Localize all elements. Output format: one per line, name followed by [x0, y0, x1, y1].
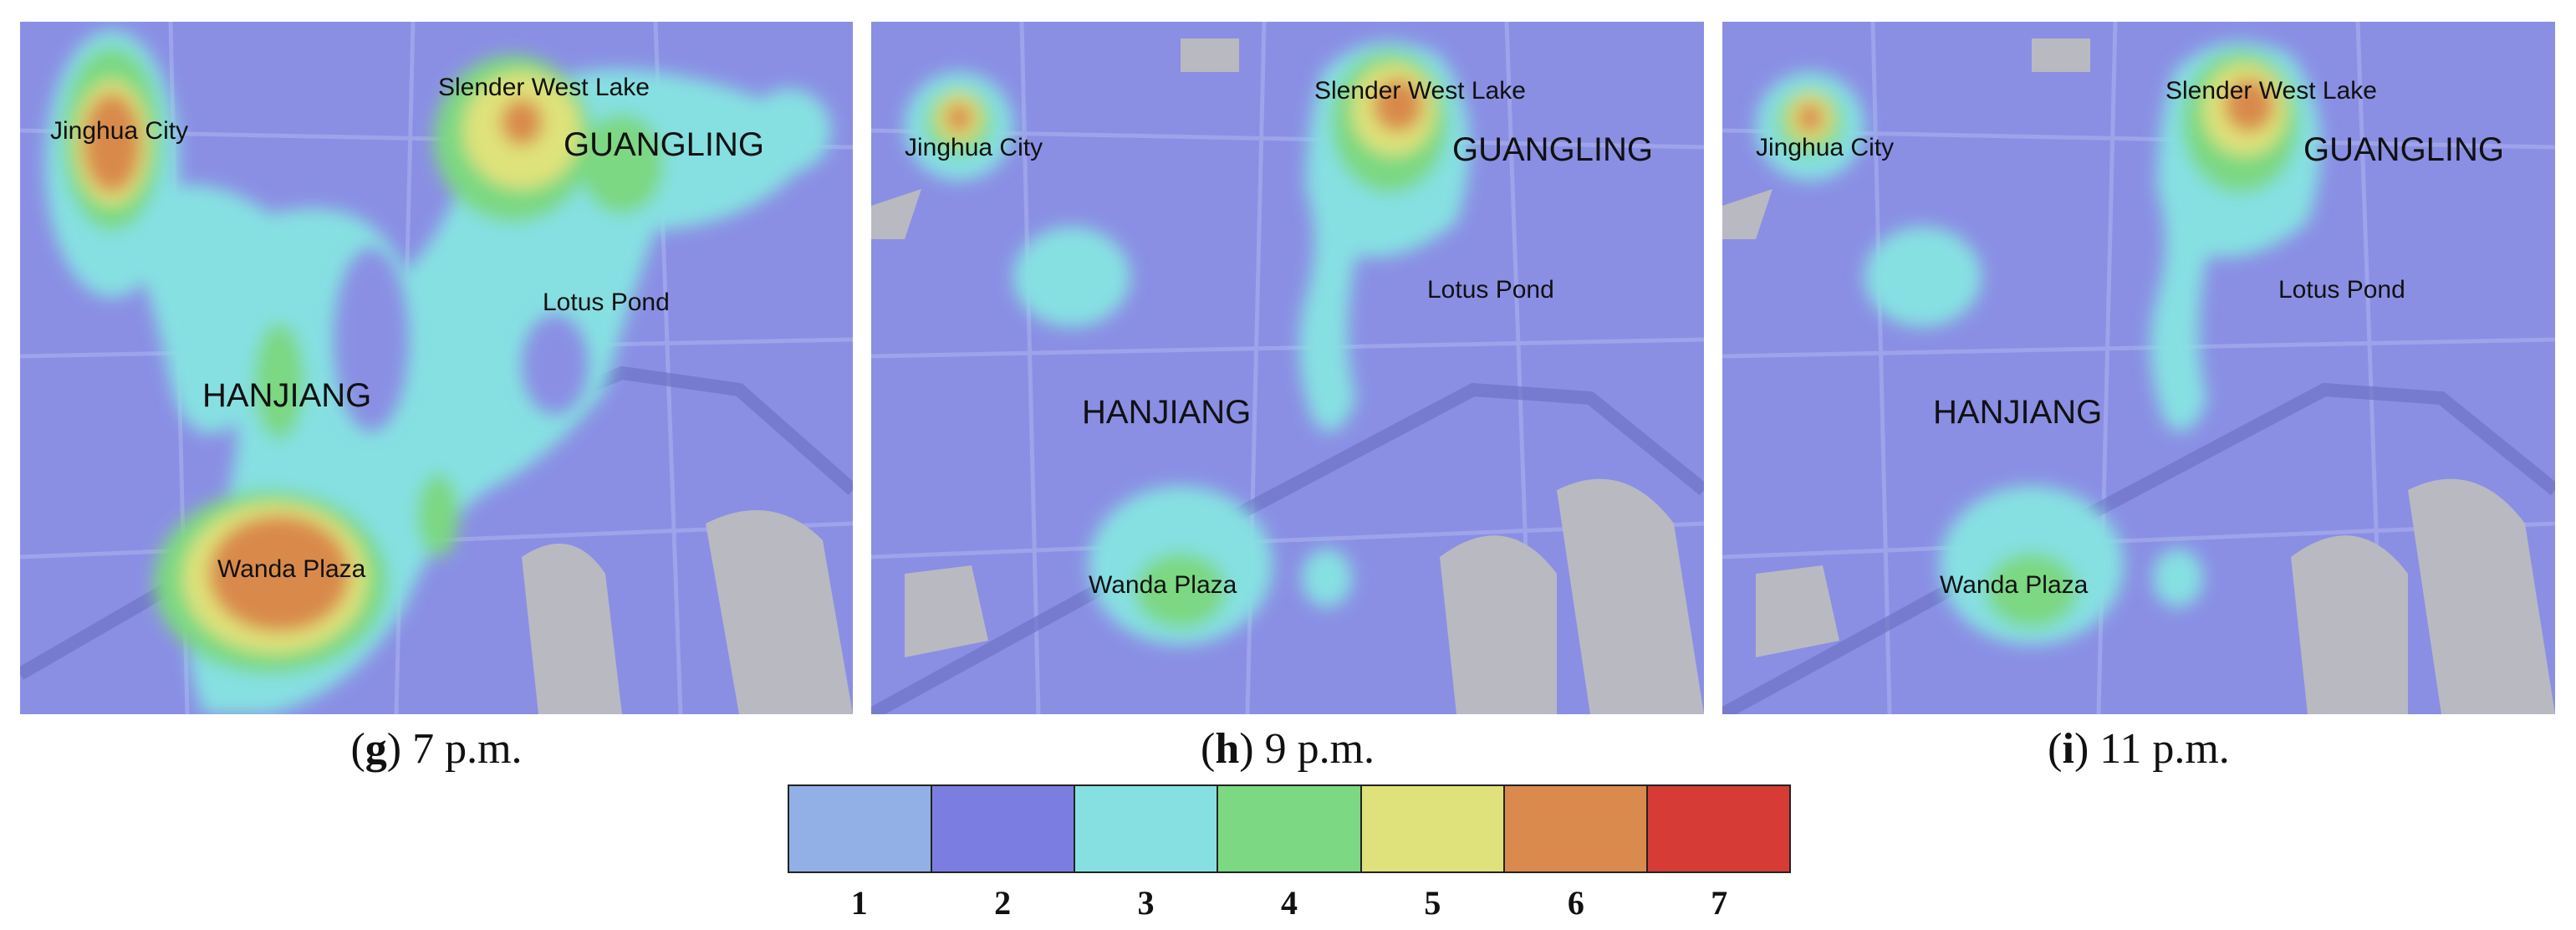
heat-zones — [905, 42, 1470, 645]
legend-tick-3: 3 — [1137, 884, 1155, 922]
label-hanjiang: HANJIANG — [202, 377, 371, 414]
label-jinghua-city: Jinghua City — [50, 117, 188, 145]
heat-gaps — [334, 248, 589, 432]
label-jinghua-city: Jinghua City — [905, 134, 1043, 161]
heatmap-panel-7pm: Jinghua City Slender West Lake GUANGLING… — [20, 22, 853, 714]
water-grey-areas — [1722, 38, 2555, 714]
legend-tick-6: 6 — [1567, 884, 1584, 922]
legend-swatch-2 — [932, 786, 1076, 871]
legend-swatch-7 — [1647, 786, 1789, 871]
caption-letter: g — [365, 725, 387, 773]
caption-letter: h — [1215, 725, 1240, 773]
legend-tick-7: 7 — [1711, 884, 1728, 922]
heat-zones — [1756, 42, 2321, 645]
legend-swatch-6 — [1504, 786, 1648, 871]
label-wanda-plaza: Wanda Plaza — [217, 555, 366, 583]
label-slender-west-lake: Slender West Lake — [2165, 77, 2377, 105]
caption-9pm: (h) 9 p.m. — [1200, 725, 1375, 773]
road-line — [871, 382, 1704, 714]
caption-time: 9 p.m. — [1264, 725, 1375, 773]
caption-11pm: (i) 11 p.m. — [2048, 725, 2230, 773]
label-guangling: GUANGLING — [564, 126, 764, 163]
legend-color-scale — [788, 784, 1791, 873]
legend-swatch-4 — [1218, 786, 1362, 871]
label-jinghua-city: Jinghua City — [1756, 134, 1894, 161]
label-slender-west-lake: Slender West Lake — [1314, 77, 1526, 105]
water-grey-areas — [871, 38, 1704, 714]
legend-tick-2: 2 — [994, 884, 1012, 922]
legend-tick-4: 4 — [1280, 884, 1298, 922]
legend-swatch-1 — [789, 786, 933, 871]
heatmap-map-9pm: Jinghua City Slender West Lake GUANGLING… — [871, 22, 1704, 714]
caption-time: 7 p.m. — [412, 725, 523, 773]
label-lotus-pond: Lotus Pond — [1427, 276, 1554, 304]
label-lotus-pond: Lotus Pond — [543, 289, 670, 316]
road-line — [1722, 382, 2555, 714]
legend-swatch-3 — [1075, 786, 1219, 871]
legend-tick-5: 5 — [1424, 884, 1441, 922]
label-hanjiang: HANJIANG — [1933, 394, 2102, 431]
legend-tick-labels: 1 2 3 4 5 6 7 — [788, 883, 1791, 922]
caption-letter: i — [2062, 725, 2074, 773]
label-hanjiang: HANJIANG — [1082, 394, 1251, 431]
heat-zones — [45, 30, 831, 714]
label-wanda-plaza: Wanda Plaza — [1089, 571, 1237, 599]
label-wanda-plaza: Wanda Plaza — [1940, 571, 2089, 599]
legend-swatch-5 — [1361, 786, 1505, 871]
heatmap-map-11pm: Jinghua City Slender West Lake GUANGLING… — [1722, 22, 2555, 714]
water-grey-areas — [522, 510, 853, 714]
caption-7pm: (g) 7 p.m. — [350, 725, 523, 773]
label-guangling: GUANGLING — [2303, 131, 2504, 168]
label-guangling: GUANGLING — [1452, 131, 1653, 168]
heatmap-panel-9pm: Jinghua City Slender West Lake GUANGLING… — [871, 22, 1704, 714]
legend-tick-1: 1 — [850, 884, 868, 922]
heatmap-panel-11pm: Jinghua City Slender West Lake GUANGLING… — [1722, 22, 2555, 714]
heatmap-map-7pm: Jinghua City Slender West Lake GUANGLING… — [20, 22, 853, 714]
label-slender-west-lake: Slender West Lake — [438, 74, 650, 101]
caption-time: 11 p.m. — [2099, 725, 2230, 773]
label-lotus-pond: Lotus Pond — [2278, 276, 2405, 304]
